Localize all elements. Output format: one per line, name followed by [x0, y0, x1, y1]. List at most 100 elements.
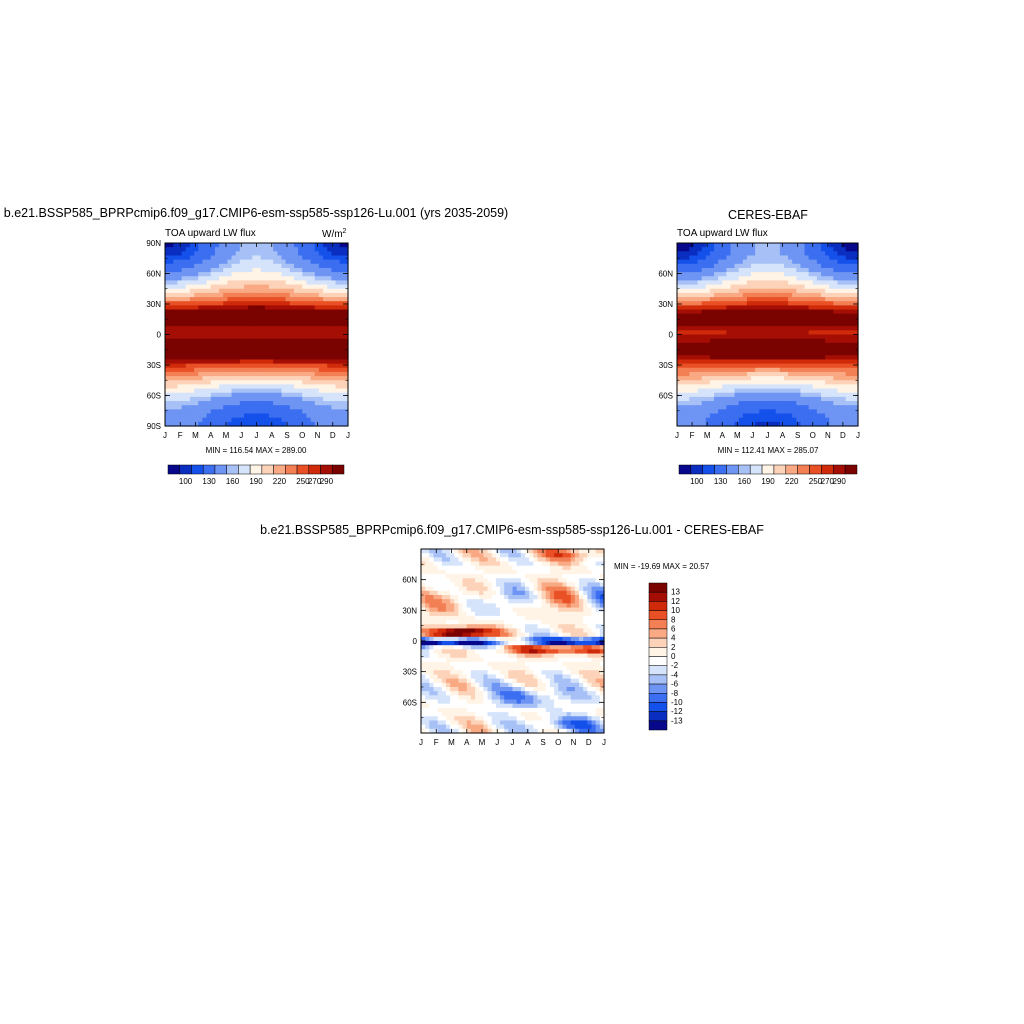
contour-cell — [335, 284, 341, 290]
contour-cell — [202, 305, 208, 311]
contour-cell — [318, 280, 324, 286]
contour-cell — [734, 313, 740, 319]
contour-cell — [323, 334, 328, 340]
contour-cell — [437, 607, 443, 613]
contour-cell — [219, 371, 224, 377]
contour-cell — [466, 549, 472, 554]
contour-cell — [331, 259, 337, 265]
contour-cell — [820, 342, 826, 348]
contour-cell — [198, 392, 204, 398]
contour-cell — [483, 595, 489, 600]
contour-cell — [470, 569, 476, 575]
contour-cell — [841, 346, 847, 352]
contour-cell — [763, 301, 769, 306]
contour-cell — [808, 409, 814, 415]
contour-cell — [479, 620, 484, 625]
contour-cell — [223, 267, 228, 273]
contour-cell — [845, 292, 851, 298]
contour-cell — [759, 384, 764, 390]
contour-cell — [825, 371, 830, 377]
contour-cell — [730, 297, 736, 302]
contour-cell — [470, 590, 476, 596]
contour-cell — [849, 376, 855, 381]
contour-cell — [223, 388, 228, 394]
contour-cell — [323, 363, 328, 369]
contour-cell — [549, 586, 555, 592]
contour-cell — [829, 267, 834, 273]
contour-cell — [697, 346, 703, 352]
contour-cell — [853, 326, 859, 331]
contour-cell — [231, 413, 237, 419]
contour-cell — [185, 376, 191, 381]
contour-cell — [256, 388, 262, 394]
contour-cell — [173, 297, 179, 302]
contour-cell — [202, 396, 208, 402]
contour-cell — [574, 590, 580, 596]
contour-cell — [520, 549, 526, 554]
contour-cell — [339, 338, 345, 344]
contour-cell — [256, 371, 262, 377]
contour-cell — [579, 624, 584, 630]
contour-cell — [533, 624, 539, 630]
contour-cell — [812, 346, 818, 352]
contour-cell — [755, 267, 760, 273]
contour-cell — [298, 405, 303, 410]
contour-cell — [726, 401, 732, 406]
contour-cell — [681, 388, 686, 394]
contour-cell — [516, 553, 522, 558]
contour-cell — [483, 561, 489, 567]
colorbar-swatch — [273, 464, 286, 475]
contour-cell — [331, 313, 337, 319]
contour-cell — [239, 326, 245, 331]
contour-cell — [335, 417, 341, 423]
contour-cell — [734, 255, 740, 261]
contour-cell — [570, 590, 576, 596]
contour-cell — [445, 620, 451, 625]
contour-cell — [734, 367, 740, 373]
contour-cell — [681, 359, 686, 365]
contour-cell — [206, 342, 212, 348]
contour-cell — [833, 338, 839, 344]
contour-cell — [248, 392, 253, 398]
y-tick-label: 0 — [157, 331, 162, 340]
y-tick-label: 90N — [146, 239, 161, 248]
contour-cell — [343, 409, 349, 415]
contour-cell — [185, 247, 191, 252]
contour-cell — [206, 292, 212, 298]
contour-cell — [677, 413, 682, 419]
contour-cell — [759, 342, 764, 348]
colorbar-label: 190 — [249, 477, 263, 486]
contour-cell — [504, 611, 509, 617]
contour-cell — [425, 590, 430, 596]
contour-cell — [685, 338, 690, 344]
contour-cell — [599, 624, 605, 630]
contour-cell — [746, 396, 752, 402]
contour-cell — [709, 284, 715, 290]
contour-cell — [256, 355, 262, 361]
contour-cell — [244, 355, 249, 361]
contour-cell — [343, 338, 349, 344]
contour-cell — [173, 359, 179, 365]
contour-cell — [248, 322, 253, 327]
contour-cell — [273, 263, 278, 269]
colorbar-swatch — [167, 464, 180, 475]
contour-cell — [829, 351, 834, 356]
contour-cell — [273, 288, 278, 294]
contour-cell — [169, 272, 174, 277]
contour-cell — [677, 367, 682, 373]
contour-cell — [853, 255, 859, 261]
contour-cell — [181, 255, 187, 261]
contour-cell — [549, 595, 555, 600]
contour-cell — [755, 280, 760, 286]
contour-cell — [537, 599, 543, 604]
contour-cell — [323, 272, 328, 277]
contour-cell — [165, 330, 170, 336]
contour-cell — [800, 322, 806, 327]
contour-cell — [833, 417, 839, 423]
contour-cell — [693, 413, 699, 419]
contour-cell — [685, 313, 690, 319]
contour-cell — [194, 338, 199, 344]
contour-cell — [587, 607, 593, 613]
contour-cell — [697, 417, 703, 423]
contour-cell — [697, 380, 703, 386]
